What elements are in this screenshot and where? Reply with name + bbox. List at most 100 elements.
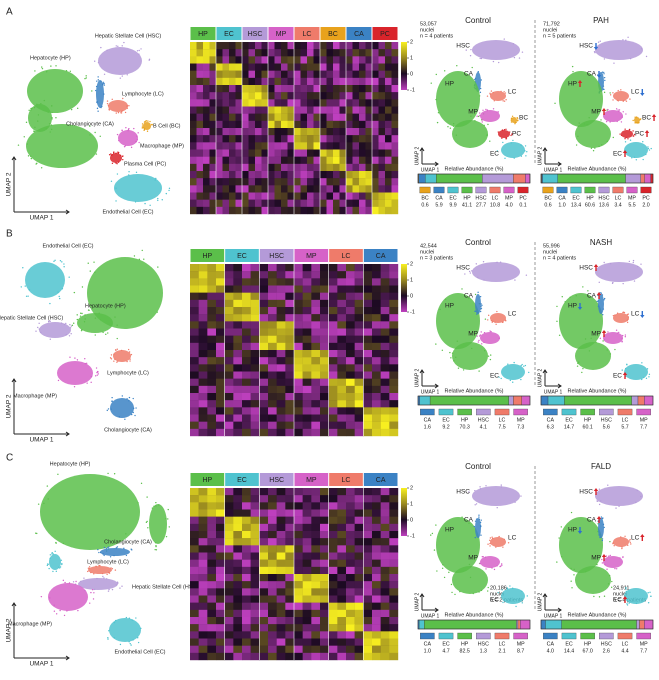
legend-swatch <box>419 186 431 194</box>
heatmap-cell <box>300 171 308 179</box>
umap-point <box>133 255 136 257</box>
heatmap-cell <box>196 85 204 93</box>
heatmap-cell <box>242 638 251 646</box>
legend-label: LC <box>499 417 506 423</box>
umap-point <box>35 532 37 534</box>
heatmap-cell <box>363 400 373 408</box>
heatmap-cell <box>281 42 288 50</box>
heatmap-cell <box>372 407 381 415</box>
heatmap-cell <box>216 99 223 107</box>
umap-cluster <box>39 322 71 338</box>
nuclei-unit: nuclei <box>420 27 434 33</box>
umap-point <box>478 591 480 593</box>
heatmap-cell <box>248 85 256 93</box>
cell-type-label: Hepatocyte (HP) <box>85 303 126 309</box>
heatmap-cell <box>248 128 256 136</box>
heatmap-cell <box>320 120 327 129</box>
heatmap-cell <box>333 49 340 57</box>
heatmap-cell <box>372 99 379 107</box>
umap-point <box>123 41 125 44</box>
heatmap-cell <box>216 128 223 136</box>
umap-point <box>496 150 499 152</box>
legend-label: EC <box>565 641 573 647</box>
heatmap-cell <box>224 414 234 422</box>
heatmap-cell <box>378 120 386 129</box>
umap-point <box>499 565 501 568</box>
heatmap-cell <box>326 142 334 150</box>
umap-point <box>129 358 131 360</box>
heatmap-cell <box>372 314 381 322</box>
umap-point <box>146 520 148 523</box>
umap-point <box>49 597 51 599</box>
umap-point <box>456 340 459 342</box>
umap-point <box>626 604 629 606</box>
heatmap-cell <box>385 70 392 79</box>
heatmap-cell <box>294 502 303 510</box>
umap-point <box>514 501 516 503</box>
heatmap-cell <box>248 113 256 122</box>
heatmap-cell <box>285 516 295 525</box>
legend-swatch <box>599 408 614 416</box>
heatmap-cell <box>372 92 379 100</box>
heatmap-cell <box>328 328 338 336</box>
heatmap-cell <box>363 307 373 315</box>
umap-point <box>479 87 482 90</box>
heatmap-cell <box>352 128 360 136</box>
cluster-label: CA <box>464 293 474 300</box>
umap-point <box>155 542 157 544</box>
heatmap-cell <box>300 135 308 143</box>
umap-point <box>524 145 527 147</box>
heatmap-cell <box>207 278 217 286</box>
heatmap-cell <box>235 70 243 79</box>
heatmap-cell <box>285 407 295 415</box>
heatmap-cell <box>259 595 269 603</box>
heatmap-cell <box>380 264 390 272</box>
umap-point <box>95 89 97 92</box>
heatmap-cell <box>229 206 236 215</box>
umap-cluster <box>613 537 629 547</box>
heatmap-cell <box>320 92 327 100</box>
heatmap-cell <box>363 314 373 322</box>
heatmap-cell <box>354 624 364 632</box>
umap-y-label: UMAP 2 <box>537 369 543 388</box>
heatmap-header <box>216 27 242 40</box>
heatmap-cell <box>259 321 269 329</box>
heatmap-cell <box>339 42 347 50</box>
umap-point <box>612 99 614 101</box>
heatmap-cell <box>190 357 199 365</box>
legend-label: HSC <box>475 195 486 201</box>
umap-point <box>494 321 496 323</box>
heatmap-cell <box>328 581 338 589</box>
heatmap-cell <box>372 199 379 208</box>
umap-cluster <box>559 293 603 349</box>
umap-point <box>155 177 157 180</box>
heatmap-cell <box>346 85 353 93</box>
heatmap-cell <box>313 70 321 79</box>
heatmap-cell <box>311 609 321 618</box>
heatmap-cell <box>276 552 286 560</box>
heatmap-cell <box>346 63 353 71</box>
abundance-title: Relative Abundance (%) <box>567 612 626 618</box>
umap-point <box>138 49 140 52</box>
heatmap-cell <box>196 106 204 114</box>
umap-point <box>570 580 572 582</box>
umap-point <box>120 349 123 352</box>
heatmap-cell <box>313 192 321 200</box>
heatmap-cell <box>261 92 269 100</box>
umap-point <box>478 95 481 97</box>
umap-point <box>165 517 167 520</box>
heatmap-cell <box>389 617 399 625</box>
umap-point <box>500 484 502 486</box>
heatmap-cell <box>300 99 308 107</box>
heatmap-cell <box>242 407 251 415</box>
heatmap-cell <box>259 502 269 510</box>
heatmap-cell <box>346 638 355 646</box>
heatmap-cell <box>250 357 260 365</box>
umap-point <box>88 567 90 570</box>
heatmap-cell <box>339 113 347 122</box>
heatmap-cell <box>294 49 301 57</box>
heatmap-cell <box>385 106 392 114</box>
heatmap-cell <box>224 400 234 408</box>
umap-point <box>157 199 159 202</box>
heatmap-cell <box>333 163 340 172</box>
